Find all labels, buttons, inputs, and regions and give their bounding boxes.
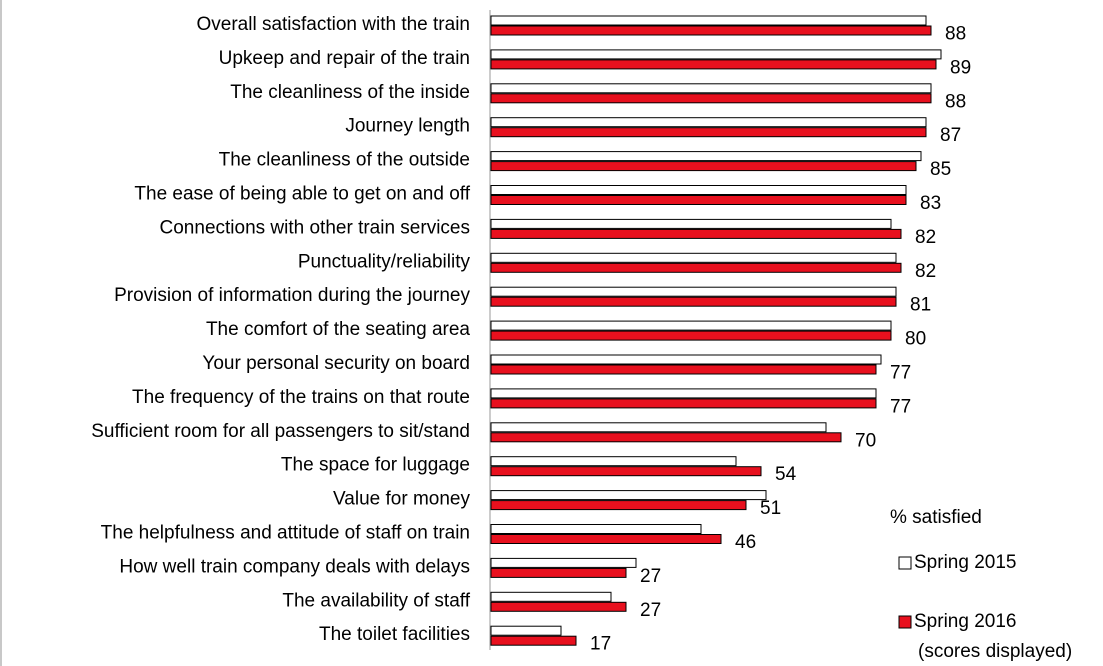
bar <box>490 466 762 477</box>
category-label: Connections with other train services <box>160 217 470 238</box>
category-label: How well train company deals with delays <box>119 556 470 577</box>
data-label: 46 <box>735 532 756 553</box>
data-label: 88 <box>945 91 966 112</box>
category-label: Punctuality/reliability <box>298 251 471 272</box>
bar <box>490 432 842 443</box>
bar <box>490 524 702 534</box>
bar <box>490 398 877 409</box>
bar <box>490 591 612 602</box>
category-label: The toilet facilities <box>319 624 470 645</box>
bar <box>490 93 932 104</box>
category-label: The helpfulness and attitude of staff on… <box>101 523 470 544</box>
category-label: The frequency of the trains on that rout… <box>132 387 470 408</box>
category-label: Your personal security on board <box>202 353 470 374</box>
data-label: 88 <box>945 24 966 45</box>
bar <box>490 557 637 568</box>
legend-title: % satisfied <box>890 507 982 528</box>
bar <box>490 354 882 365</box>
data-label: 85 <box>930 159 951 180</box>
bar <box>490 185 907 195</box>
bar <box>490 151 922 162</box>
bar <box>490 500 747 511</box>
bar <box>490 117 927 128</box>
bar <box>490 330 892 341</box>
category-label: Upkeep and repair of the train <box>219 48 470 69</box>
category-label: The availability of staff <box>282 590 470 611</box>
data-label: 27 <box>640 566 661 587</box>
category-label: The cleanliness of the outside <box>219 150 470 171</box>
data-label: 83 <box>920 193 941 214</box>
data-label: 27 <box>640 600 661 621</box>
bar <box>490 15 927 26</box>
bar <box>490 286 897 297</box>
bar <box>490 127 927 138</box>
bar <box>490 490 767 501</box>
bar <box>490 296 897 307</box>
bar <box>490 625 562 636</box>
bar <box>490 59 937 70</box>
category-label: Value for money <box>333 489 470 510</box>
bar <box>490 161 917 172</box>
bar <box>490 635 577 646</box>
data-label: 80 <box>905 329 926 350</box>
bar <box>490 422 827 433</box>
data-label: 77 <box>890 363 911 384</box>
bar <box>490 262 902 273</box>
category-label: Sufficient room for all passengers to si… <box>91 421 470 442</box>
bar <box>490 534 722 544</box>
category-label: The ease of being able to get on and off <box>134 184 470 205</box>
legend-note: (scores displayed) <box>918 641 1072 662</box>
legend-label: Spring 2016 <box>914 611 1016 632</box>
bar <box>490 567 627 578</box>
data-label: 77 <box>890 396 911 417</box>
data-label: 81 <box>910 295 931 316</box>
bar <box>490 456 737 467</box>
legend-swatch <box>898 556 912 570</box>
bar <box>490 388 877 399</box>
category-label: The cleanliness of the inside <box>230 82 470 103</box>
data-label: 70 <box>855 430 876 451</box>
data-label: 51 <box>760 498 781 519</box>
bar <box>490 228 902 239</box>
data-label: 89 <box>950 57 971 78</box>
category-label: Journey length <box>345 116 470 137</box>
bar <box>490 218 892 229</box>
bar <box>490 252 897 263</box>
bar <box>490 49 942 60</box>
data-label: 54 <box>775 464 797 485</box>
category-label: The space for luggage <box>281 455 470 476</box>
bar <box>490 83 932 94</box>
category-label: The comfort of the seating area <box>206 319 470 340</box>
bar <box>490 195 907 205</box>
legend-swatch <box>898 615 912 629</box>
data-label: 17 <box>590 634 611 655</box>
category-label: Provision of information during the jour… <box>114 285 470 306</box>
bar <box>490 601 627 612</box>
bar <box>490 25 932 36</box>
bar <box>490 364 877 375</box>
data-label: 87 <box>940 125 961 146</box>
bar <box>490 320 892 331</box>
category-label: Overall satisfaction with the train <box>196 14 470 35</box>
data-label: 82 <box>915 261 936 282</box>
legend-label: Spring 2015 <box>914 552 1016 573</box>
data-label: 82 <box>915 227 936 248</box>
